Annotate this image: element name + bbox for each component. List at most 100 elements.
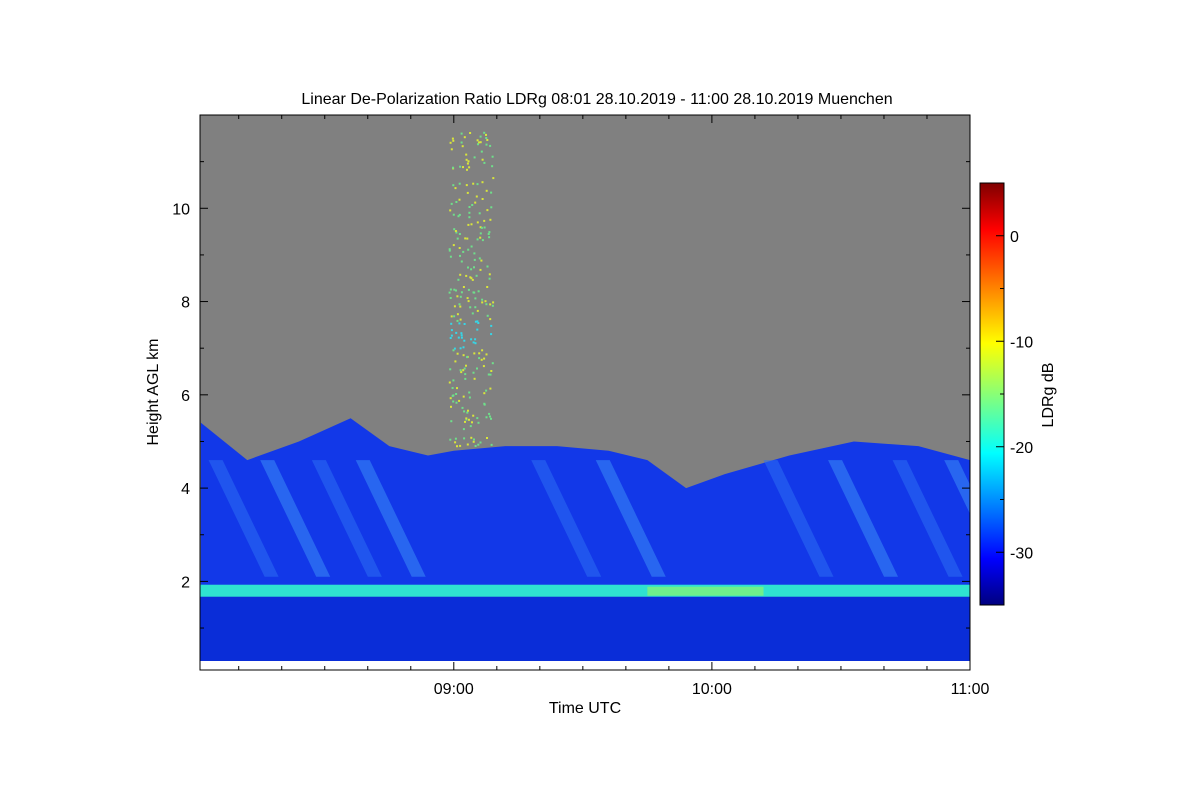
colorbar-ticks: 0 -10 -20 -30	[996, 182, 1033, 562]
fall-streak	[208, 460, 279, 577]
x-tick-label: 09:00	[434, 681, 474, 698]
signal-speckle	[478, 357, 481, 360]
signal-speckle	[476, 417, 479, 420]
signal-speckle	[472, 414, 475, 417]
fall-streak	[355, 460, 426, 577]
signal-speckle	[452, 184, 455, 187]
signal-speckle	[487, 373, 490, 376]
signal-speckle	[471, 312, 474, 315]
signal-speckle	[457, 336, 460, 339]
signal-speckle	[487, 233, 490, 235]
signal-speckle	[477, 290, 480, 293]
fall-streak	[260, 460, 331, 577]
signal-speckle	[480, 358, 483, 361]
signal-speckle	[490, 443, 493, 446]
signal-speckle	[464, 237, 467, 240]
signal-speckle	[481, 158, 484, 161]
signal-speckle	[459, 369, 462, 372]
signal-speckle	[463, 410, 466, 413]
y-axis: 2 4 6 8 10	[172, 161, 970, 629]
signal-speckle	[485, 137, 488, 139]
signal-speckle	[468, 418, 470, 421]
signal-speckle	[458, 198, 461, 201]
signal-speckle	[452, 213, 455, 216]
signal-speckle	[449, 141, 452, 144]
signal-speckle	[472, 291, 475, 294]
y-tick-label: 8	[181, 295, 190, 312]
signal-speckle	[479, 441, 482, 444]
signal-speckle	[458, 233, 461, 235]
signal-speckle	[489, 415, 491, 418]
signal-speckle	[455, 393, 458, 395]
colorbar-tick-label: -10	[1010, 334, 1033, 351]
x-tick-label: 11:00	[951, 681, 990, 698]
signal-speckle	[466, 297, 469, 300]
signal-speckle	[458, 322, 461, 325]
signal-speckle	[455, 201, 458, 203]
signal-speckle	[467, 248, 470, 251]
signal-speckle	[476, 238, 479, 241]
signal-speckle	[455, 331, 458, 334]
signal-speckle	[452, 139, 455, 142]
signal-speckle	[464, 373, 467, 376]
signal-speckle	[483, 131, 486, 134]
signal-speckle	[476, 221, 479, 224]
signal-speckle	[471, 204, 474, 206]
signal-speckle	[465, 417, 468, 420]
x-tick-label: 10:00	[692, 681, 732, 698]
colorbar-tick-label: 0	[1010, 229, 1019, 246]
signal-speckle	[482, 365, 485, 368]
chart-title: Linear De-Polarization Ratio LDRg 08:01 …	[301, 91, 892, 108]
signal-speckle	[463, 437, 466, 440]
signal-speckle	[479, 141, 482, 144]
signal-speckle	[481, 239, 484, 242]
lowest-range-gap	[200, 661, 970, 670]
signal-speckle	[458, 182, 461, 185]
signal-speckle	[474, 445, 477, 447]
signal-speckle	[459, 305, 462, 308]
signal-speckle	[468, 206, 471, 208]
signal-speckle	[462, 250, 465, 253]
signal-speckle	[454, 230, 457, 232]
signal-speckle	[465, 274, 468, 277]
signal-speckle	[483, 392, 486, 395]
signal-speckle	[467, 300, 470, 303]
signal-speckle	[449, 438, 452, 441]
signal-speckle	[492, 301, 495, 304]
signal-speckle	[481, 181, 484, 184]
signal-speckle	[481, 298, 484, 301]
signal-speckle	[485, 303, 488, 306]
signal-speckle	[455, 231, 458, 234]
signal-speckle	[452, 400, 455, 403]
signal-speckle	[479, 135, 482, 138]
signal-speckle	[488, 277, 491, 280]
signal-speckle	[464, 420, 466, 423]
signal-speckle	[486, 286, 489, 288]
signal-speckle	[469, 132, 472, 134]
signal-speckle	[459, 347, 462, 350]
fall-streak	[311, 460, 382, 577]
signal-speckle	[458, 303, 461, 306]
signal-speckle	[449, 297, 452, 299]
signal-speckle	[476, 309, 479, 312]
signal-speckle	[490, 417, 492, 420]
signal-speckle	[478, 212, 481, 215]
signal-speckle	[484, 300, 487, 303]
signal-speckle	[467, 288, 470, 291]
signal-speckle	[460, 336, 463, 339]
fall-streak	[531, 460, 602, 577]
signal-speckle	[450, 405, 452, 408]
colorbar-tick-label: -20	[1010, 440, 1033, 457]
signal-speckle	[468, 216, 471, 219]
signal-speckle	[456, 237, 459, 240]
signal-speckle	[469, 276, 472, 279]
signal-speckle	[462, 369, 465, 372]
signal-speckle	[485, 389, 488, 392]
signal-speckle	[470, 245, 473, 248]
signal-speckle	[483, 226, 486, 229]
signal-speckle	[474, 306, 477, 309]
signal-speckle	[453, 315, 456, 318]
signal-speckle	[454, 360, 457, 363]
signal-speckle	[471, 421, 473, 424]
signal-speckle	[453, 347, 456, 350]
